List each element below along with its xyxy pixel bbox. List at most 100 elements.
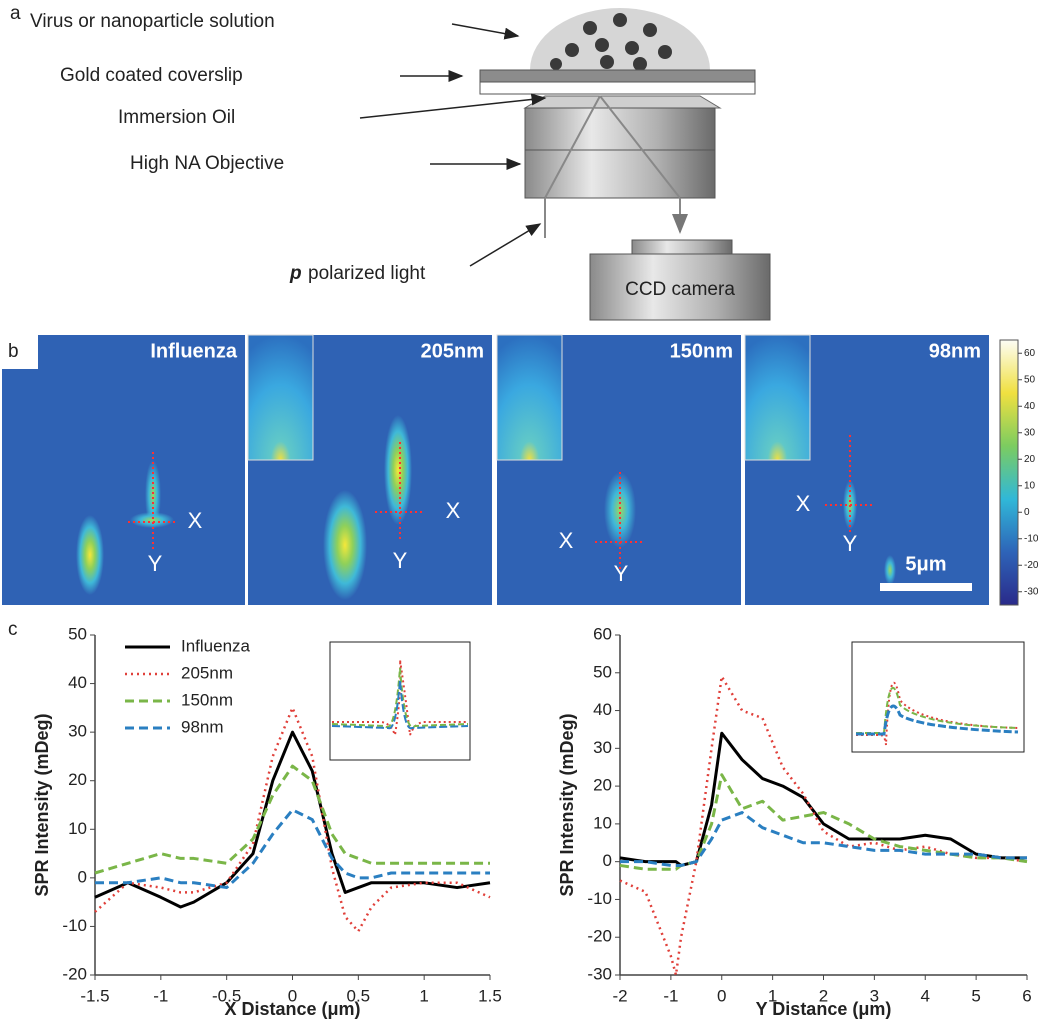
panel-label: a [10,3,21,24]
x-tick-label: 1 [419,986,428,1005]
series-line [620,811,1027,867]
inset [329,641,471,761]
image-title: 150nm [670,340,733,362]
arrow [451,23,520,40]
simulation-inset [247,334,314,461]
x-tick-label: 6 [1022,986,1031,1005]
x-tick-label: 2 [819,986,828,1005]
light-path [544,95,680,238]
x-tick-label: -2 [612,986,627,1005]
axis-marker: X [188,508,203,533]
y-tick-label: 30 [593,738,612,757]
objective-top [524,107,716,151]
label: polarized light [308,263,426,284]
inset [851,641,1025,753]
y-tick-label: -20 [587,927,612,946]
x-tick-label: -0.5 [212,986,241,1005]
label: High NA Objective [130,153,284,174]
signal-spot [884,555,896,585]
image-title: 205nm [421,340,484,362]
panel-label: b [8,341,19,362]
colorbar-tick-label: 0 [1024,507,1030,518]
x-axis-title: X Distance (μm) [224,999,360,1019]
image-title: 98nm [929,340,981,362]
colorbar-tick-label: 10 [1024,480,1036,491]
series-line [619,731,1027,867]
panel-label: c [8,619,18,640]
x-tick-label: 0 [717,986,726,1005]
y-tick-label: 20 [593,776,612,795]
x-tick-label: 0 [288,986,297,1005]
legend-label: 98nm [181,717,224,736]
x-tick-label: 0.5 [347,986,371,1005]
oil [523,95,722,109]
y-tick-label: 50 [593,662,612,681]
axis-marker: Y [148,551,163,576]
profile-cross [595,472,645,572]
signal-spot [604,472,636,548]
axis-marker: Y [843,531,858,556]
colorbar-tick-label: 50 [1024,374,1036,385]
y-tick-label: 40 [68,673,87,692]
axis-marker: X [446,498,461,523]
x-tick-label: -1 [663,986,678,1005]
particles [550,13,672,71]
x-tick-label: -1 [153,986,168,1005]
series-line [94,730,491,909]
image-title: Influenza [150,340,238,362]
y-tick-label: 10 [593,813,612,832]
y-tick-label: 50 [68,624,87,643]
glass [479,81,756,95]
series-line [94,764,490,875]
simulation-inset [496,334,563,461]
image-background [2,335,245,605]
objective-bottom [524,149,716,199]
colorbar-tick-label: 20 [1024,454,1036,465]
colorbar-tick-label: 60 [1024,348,1036,359]
x-tick-label: 5 [971,986,980,1005]
arrow [359,93,547,119]
scale-bar-label: 5μm [905,553,946,575]
x-tick-label: -1.5 [80,986,109,1005]
series-line [94,706,491,933]
series-line [95,808,490,890]
profile-cross [825,435,875,535]
colorbar [999,339,1019,606]
colorbar-tick-label: 40 [1024,401,1036,412]
legend-label: 150nm [181,690,233,709]
camera [589,253,771,321]
signal-spot [384,415,412,525]
y-tick-label: 40 [593,700,612,719]
x-tick-label: 4 [921,986,930,1005]
y-tick-label: -10 [587,889,612,908]
axis-marker: X [559,528,574,553]
simulation-inset [744,334,811,461]
axis-marker: Y [614,561,629,586]
signal-spot [76,515,104,595]
y-axis-title: SPR Intensity (mDeg) [32,713,52,896]
y-tick-label: 10 [68,819,87,838]
y-tick-label: 30 [68,722,87,741]
colorbar-tick-label: -20 [1024,560,1039,571]
y-tick-label: 0 [603,851,612,870]
scale-bar [880,583,972,591]
legend-label: Influenza [181,636,251,655]
colorbar-tick-label: -10 [1024,533,1039,544]
profile-cross [128,452,178,552]
camera-label: CCD camera [625,279,735,300]
x-tick-label: 1 [768,986,777,1005]
y-axis-title: SPR Intensity (mDeg) [557,713,577,896]
y-tick-label: 60 [593,624,612,643]
x-axis-title: Y Distance (μm) [756,999,892,1019]
colorbar-tick-label: -30 [1024,586,1039,597]
profile-cross [375,442,425,542]
x-tick-label: 1.5 [478,986,502,1005]
legend-label: 205nm [181,663,233,682]
label: Virus or nanoparticle solution [30,11,275,32]
colorbar-tick-label: 30 [1024,427,1036,438]
coverslip [479,69,756,83]
y-tick-label: 20 [68,770,87,789]
label: Immersion Oil [118,107,235,128]
